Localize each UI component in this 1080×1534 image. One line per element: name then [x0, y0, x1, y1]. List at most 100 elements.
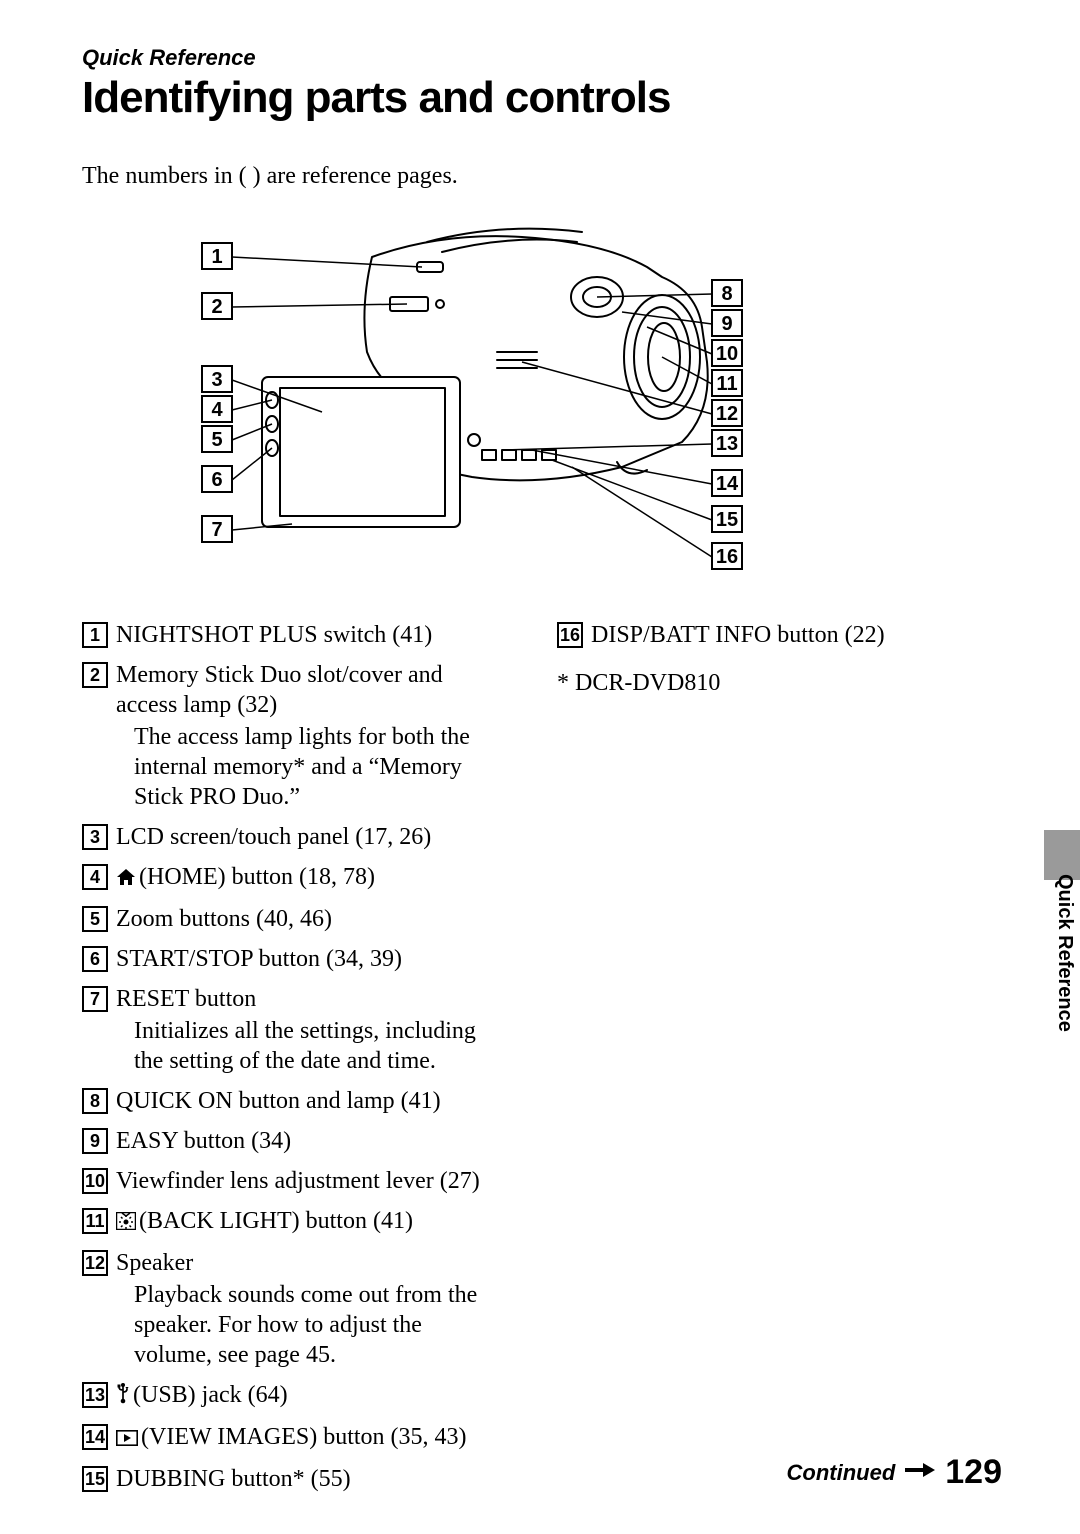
item-body: NIGHTSHOT PLUS switch (41) [116, 620, 502, 650]
section-label: Quick Reference [82, 45, 1002, 71]
svg-text:3: 3 [211, 369, 222, 391]
item-body: START/STOP button (34, 39) [116, 944, 502, 974]
item-text: (BACK LIGHT) button (41) [139, 1208, 413, 1234]
svg-text:1: 1 [211, 246, 222, 268]
item-text: NIGHTSHOT PLUS switch (41) [116, 622, 432, 648]
item-body: Speaker Playback sounds come out from the… [116, 1248, 502, 1370]
svg-text:8: 8 [721, 283, 732, 305]
item-number-box: 15 [82, 1466, 108, 1492]
parts-item: 10 Viewfinder lens adjustment lever (27) [82, 1166, 502, 1196]
items-column-right: 16 DISP/BATT INFO button (22) * DCR-DVD81… [557, 620, 937, 1504]
item-text: (USB) jack (64) [133, 1382, 288, 1408]
item-body: Memory Stick Duo slot/cover and access l… [116, 660, 502, 812]
item-text: Memory Stick Duo slot/cover and access l… [116, 662, 443, 718]
item-number-box: 10 [82, 1168, 108, 1194]
item-body: LCD screen/touch panel (17, 26) [116, 822, 502, 852]
svg-text:11: 11 [716, 373, 737, 395]
svg-text:9: 9 [721, 313, 732, 335]
side-tab [1044, 830, 1080, 880]
svg-text:10: 10 [716, 343, 738, 365]
parts-item: 11 (BACK LIGHT) button (41) [82, 1206, 502, 1238]
item-body: (BACK LIGHT) button (41) [116, 1206, 502, 1238]
items-column-left: 1 NIGHTSHOT PLUS switch (41) 2 Memory Stick… [82, 620, 502, 1504]
parts-diagram: 1234567 8910111213141516 [192, 212, 752, 592]
svg-text:15: 15 [716, 509, 738, 531]
item-subtext: Playback sounds come out from the speake… [134, 1280, 502, 1370]
item-number-box: 2 [82, 662, 108, 688]
parts-item: 3 LCD screen/touch panel (17, 26) [82, 822, 502, 852]
item-text: QUICK ON button and lamp (41) [116, 1088, 441, 1114]
camcorder-diagram-svg: 1234567 8910111213141516 [192, 212, 752, 592]
side-section-label: Quick Reference [1053, 874, 1076, 1032]
item-number-box: 7 [82, 986, 108, 1012]
parts-item: 7 RESET button Initializes all the setting… [82, 984, 502, 1076]
item-number-box: 3 [82, 824, 108, 850]
item-subtext: Initializes all the settings, including … [134, 1016, 502, 1076]
parts-item: 9 EASY button (34) [82, 1126, 502, 1156]
page-number: 129 [945, 1453, 1002, 1492]
parts-item: 5 Zoom buttons (40, 46) [82, 904, 502, 934]
item-number-box: 16 [557, 622, 583, 648]
item-text: EASY button (34) [116, 1128, 291, 1154]
parts-item: 4 (HOME) button (18, 78) [82, 862, 502, 894]
parts-item: 14 (VIEW IMAGES) button (35, 43) [82, 1422, 502, 1454]
arrow-right-icon [905, 1462, 935, 1483]
item-number-box: 8 [82, 1088, 108, 1114]
item-text: START/STOP button (34, 39) [116, 946, 402, 972]
svg-text:7: 7 [211, 519, 222, 541]
item-text: Speaker [116, 1250, 193, 1276]
item-body: (VIEW IMAGES) button (35, 43) [116, 1422, 502, 1454]
item-body: Viewfinder lens adjustment lever (27) [116, 1166, 502, 1196]
parts-item: 1 NIGHTSHOT PLUS switch (41) [82, 620, 502, 650]
item-text: (VIEW IMAGES) button (35, 43) [141, 1424, 467, 1450]
item-number-box: 1 [82, 622, 108, 648]
item-body: EASY button (34) [116, 1126, 502, 1156]
item-text: LCD screen/touch panel (17, 26) [116, 824, 431, 850]
parts-item: 16 DISP/BATT INFO button (22) [557, 620, 937, 650]
continued-label: Continued [787, 1460, 896, 1486]
footnote: * DCR-DVD810 [557, 670, 937, 697]
item-body: RESET button Initializes all the settings… [116, 984, 502, 1076]
item-number-box: 11 [82, 1208, 108, 1234]
item-number-box: 9 [82, 1128, 108, 1154]
svg-text:12: 12 [716, 403, 738, 425]
item-number-box: 5 [82, 906, 108, 932]
parts-item: 2 Memory Stick Duo slot/cover and access … [82, 660, 502, 812]
item-text: DISP/BATT INFO button (22) [591, 622, 885, 648]
backlight-icon [116, 1208, 136, 1238]
item-number-box: 14 [82, 1424, 108, 1450]
item-number-box: 13 [82, 1382, 108, 1408]
usb-icon [116, 1382, 130, 1412]
svg-text:16: 16 [716, 546, 738, 568]
intro-text: The numbers in ( ) are reference pages. [82, 163, 1002, 190]
item-body: (HOME) button (18, 78) [116, 862, 502, 894]
svg-text:2: 2 [211, 296, 222, 318]
svg-text:14: 14 [716, 473, 739, 495]
svg-text:4: 4 [211, 399, 223, 421]
item-body: (USB) jack (64) [116, 1380, 502, 1412]
item-text: Viewfinder lens adjustment lever (27) [116, 1168, 480, 1194]
item-subtext: The access lamp lights for both the inte… [134, 722, 502, 812]
item-body: QUICK ON button and lamp (41) [116, 1086, 502, 1116]
item-number-box: 6 [82, 946, 108, 972]
page-title: Identifying parts and controls [82, 73, 1002, 123]
parts-item: 13 (USB) jack (64) [82, 1380, 502, 1412]
home-icon [116, 864, 136, 894]
parts-item: 6 START/STOP button (34, 39) [82, 944, 502, 974]
parts-item: 15 DUBBING button* (55) [82, 1464, 502, 1494]
item-body: Zoom buttons (40, 46) [116, 904, 502, 934]
parts-item: 8 QUICK ON button and lamp (41) [82, 1086, 502, 1116]
play-icon [116, 1424, 138, 1454]
item-body: DISP/BATT INFO button (22) [591, 620, 937, 650]
item-text: Zoom buttons (40, 46) [116, 906, 332, 932]
item-text: (HOME) button (18, 78) [139, 864, 375, 890]
item-body: DUBBING button* (55) [116, 1464, 502, 1494]
item-text: DUBBING button* (55) [116, 1466, 351, 1492]
item-number-box: 12 [82, 1250, 108, 1276]
svg-text:6: 6 [211, 469, 222, 491]
parts-item: 12 Speaker Playback sounds come out from t… [82, 1248, 502, 1370]
page-footer: Continued 129 [787, 1453, 1003, 1492]
item-number-box: 4 [82, 864, 108, 890]
svg-text:13: 13 [716, 433, 738, 455]
item-text: RESET button [116, 986, 256, 1012]
